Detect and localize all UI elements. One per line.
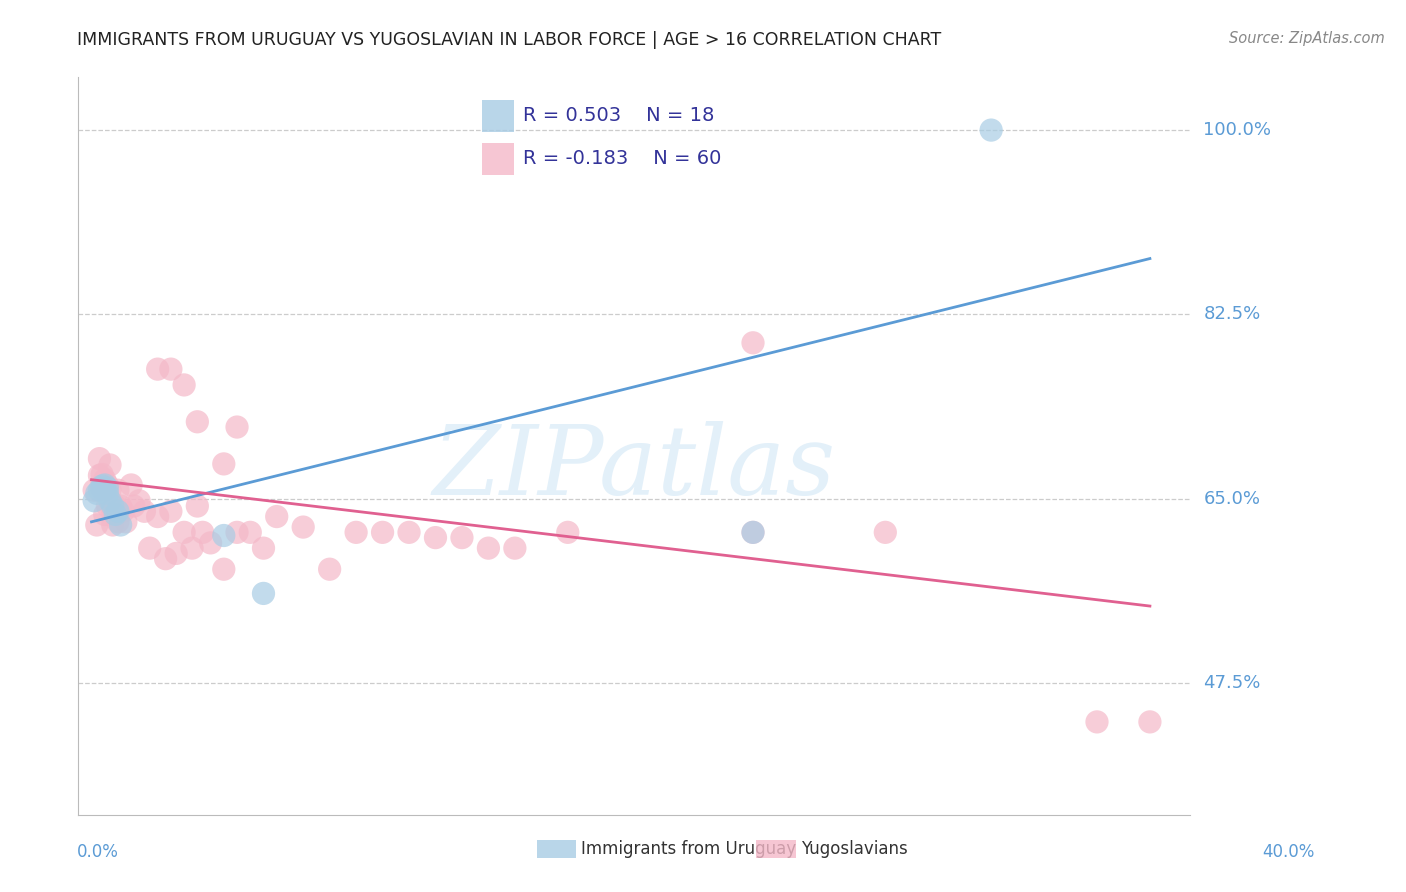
- Point: [200, 536, 222, 550]
- Point: [91, 481, 114, 495]
- Point: [226, 525, 249, 540]
- Point: [425, 531, 447, 545]
- Point: [112, 504, 135, 518]
- Point: [875, 525, 897, 540]
- Point: [89, 483, 111, 498]
- Point: [266, 509, 288, 524]
- Point: [122, 499, 145, 513]
- Point: [160, 362, 183, 376]
- Point: [146, 509, 169, 524]
- Point: [93, 508, 115, 522]
- Point: [98, 483, 121, 498]
- Point: [86, 518, 108, 533]
- Point: [557, 525, 579, 540]
- Point: [191, 525, 214, 540]
- Point: [155, 551, 177, 566]
- Text: Yugoslavians: Yugoslavians: [801, 840, 908, 858]
- Point: [252, 586, 274, 600]
- Point: [128, 493, 150, 508]
- Point: [96, 499, 118, 513]
- Text: Source: ZipAtlas.com: Source: ZipAtlas.com: [1229, 31, 1385, 46]
- Point: [115, 515, 138, 529]
- Point: [344, 525, 367, 540]
- Point: [371, 525, 394, 540]
- Point: [93, 483, 115, 498]
- Point: [186, 499, 208, 513]
- Point: [239, 525, 262, 540]
- Point: [89, 468, 111, 483]
- Point: [91, 467, 114, 482]
- Point: [146, 362, 169, 376]
- Point: [96, 481, 118, 495]
- Point: [120, 478, 142, 492]
- Point: [173, 525, 195, 540]
- Point: [1139, 714, 1161, 729]
- Text: ZIPatlas: ZIPatlas: [433, 421, 835, 515]
- Text: Immigrants from Uruguay: Immigrants from Uruguay: [581, 840, 796, 858]
- Point: [742, 335, 765, 350]
- Point: [93, 478, 115, 492]
- Point: [318, 562, 340, 576]
- Point: [252, 541, 274, 556]
- Point: [226, 420, 249, 434]
- Point: [503, 541, 526, 556]
- Point: [83, 483, 105, 498]
- Point: [83, 493, 105, 508]
- Point: [93, 473, 115, 487]
- Point: [107, 515, 129, 529]
- Point: [186, 415, 208, 429]
- Point: [91, 479, 114, 493]
- Point: [212, 528, 235, 542]
- Point: [110, 499, 132, 513]
- Point: [980, 123, 1002, 137]
- Text: 100.0%: 100.0%: [1204, 121, 1271, 139]
- Point: [742, 525, 765, 540]
- Point: [91, 481, 114, 495]
- Point: [165, 546, 187, 560]
- Point: [138, 541, 160, 556]
- Point: [160, 504, 183, 518]
- Point: [212, 457, 235, 471]
- Point: [89, 451, 111, 466]
- Point: [107, 483, 129, 498]
- Point: [107, 504, 129, 518]
- Point: [292, 520, 315, 534]
- Point: [398, 525, 420, 540]
- Point: [98, 458, 121, 472]
- Text: 65.0%: 65.0%: [1204, 490, 1261, 508]
- Point: [86, 486, 108, 500]
- Point: [101, 499, 124, 513]
- Point: [477, 541, 499, 556]
- Text: 0.0%: 0.0%: [77, 843, 120, 861]
- Point: [101, 518, 124, 533]
- Point: [451, 531, 474, 545]
- Point: [96, 478, 118, 492]
- Point: [212, 562, 235, 576]
- Point: [1085, 714, 1108, 729]
- Point: [134, 504, 156, 518]
- Point: [96, 486, 118, 500]
- Text: 40.0%: 40.0%: [1263, 843, 1315, 861]
- Point: [104, 508, 127, 522]
- Text: IMMIGRANTS FROM URUGUAY VS YUGOSLAVIAN IN LABOR FORCE | AGE > 16 CORRELATION CHA: IMMIGRANTS FROM URUGUAY VS YUGOSLAVIAN I…: [77, 31, 942, 49]
- Point: [98, 493, 121, 508]
- Point: [101, 504, 124, 518]
- Point: [742, 525, 765, 540]
- Point: [173, 378, 195, 392]
- Text: 82.5%: 82.5%: [1204, 305, 1261, 324]
- Point: [181, 541, 204, 556]
- Point: [104, 499, 127, 513]
- Point: [110, 518, 132, 533]
- Text: 47.5%: 47.5%: [1204, 674, 1261, 692]
